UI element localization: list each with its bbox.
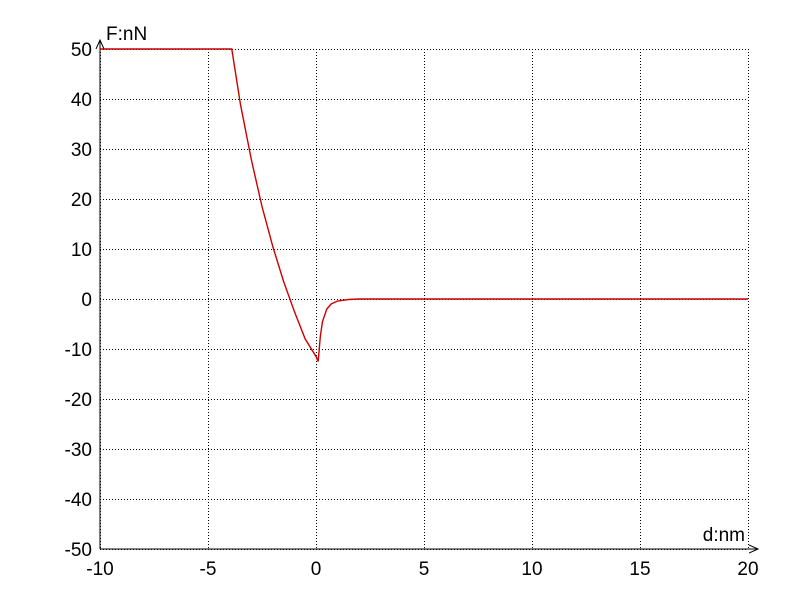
x-tick-label: 10	[521, 559, 542, 580]
x-tick-label: 20	[737, 559, 758, 580]
y-tick-label: 10	[71, 240, 92, 261]
y-tick-label: -30	[65, 440, 92, 461]
y-tick-label: 50	[71, 40, 92, 61]
x-tick-label: -5	[200, 559, 217, 580]
x-tick-label: 5	[419, 559, 430, 580]
x-tick-label: -10	[86, 559, 113, 580]
y-tick-label: 30	[71, 140, 92, 161]
y-tick-label: -10	[65, 340, 92, 361]
y-tick-label: 20	[71, 190, 92, 211]
y-tick-label: 0	[81, 290, 92, 311]
y-tick-label: -20	[65, 390, 92, 411]
y-tick-label: -40	[65, 490, 92, 511]
axes	[100, 40, 758, 549]
force-curve-line	[100, 48, 748, 362]
y-tick-labels: -50 -40 -30 -20 -10 0 10 20 30 40 50	[65, 40, 92, 561]
x-tick-labels: -10 -5 0 5 10 15 20	[86, 559, 758, 580]
y-axis-label: F:nN	[106, 24, 147, 45]
y-tick-label: -50	[65, 540, 92, 561]
x-axis-label: d:nm	[703, 525, 745, 546]
y-tick-label: 40	[71, 90, 92, 111]
x-tick-label: 0	[311, 559, 322, 580]
x-tick-label: 15	[629, 559, 650, 580]
